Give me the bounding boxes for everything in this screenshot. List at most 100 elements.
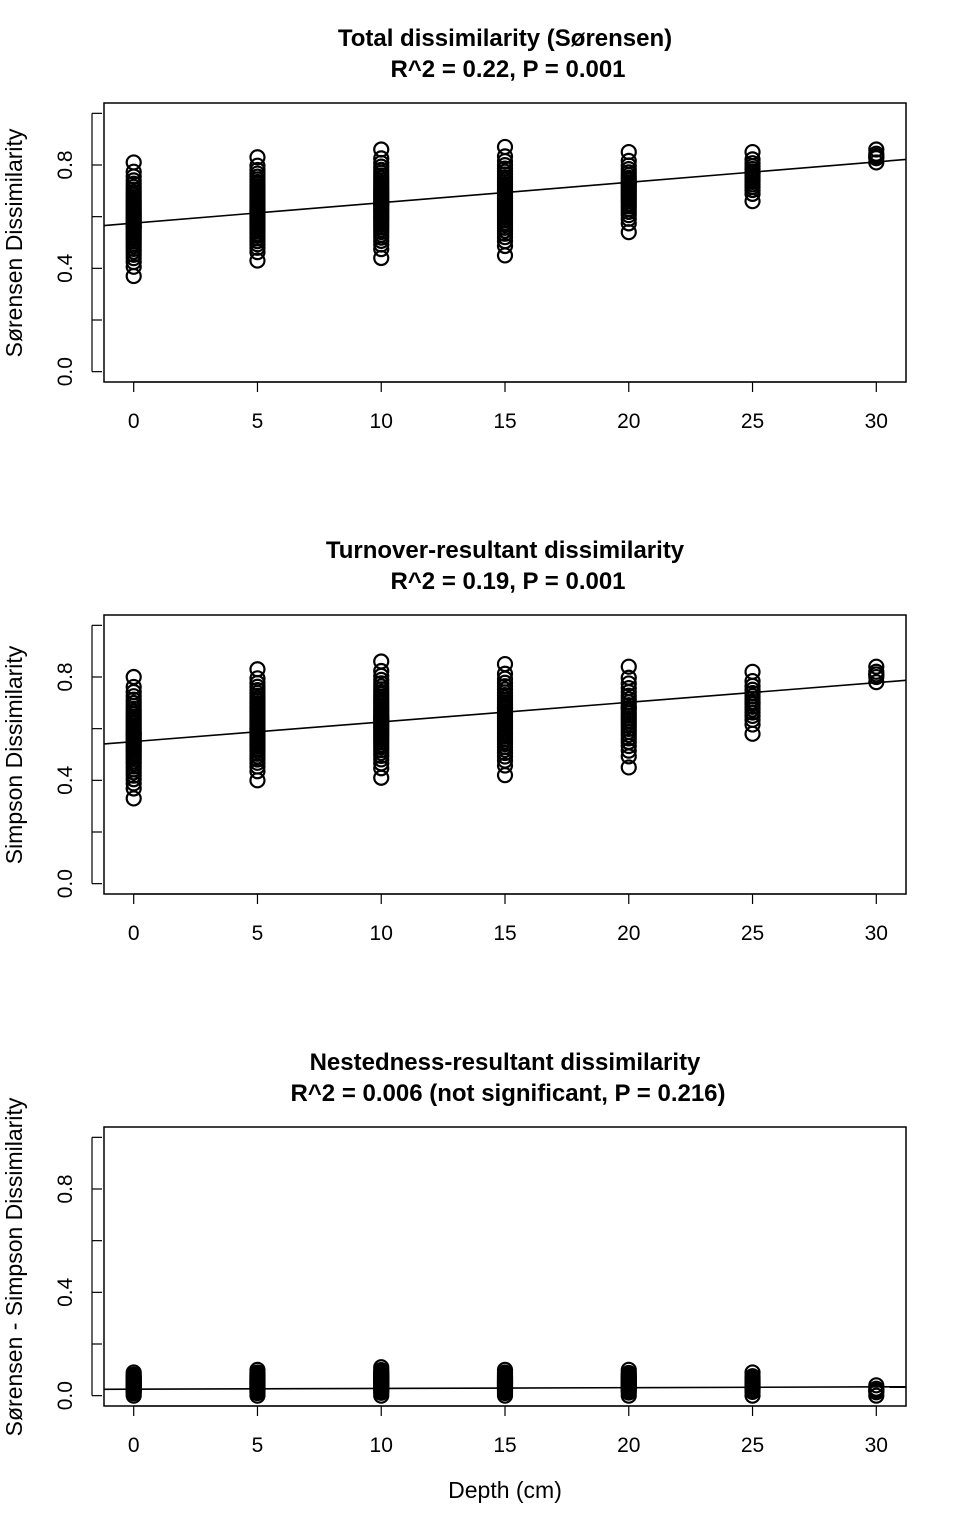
y-tick-label: 0.8 [54,150,77,179]
x-tick-label: 15 [493,410,516,433]
panel-3-plot-area: 0 5 10 15 20 25 30 0.0 0.4 0.8 [54,1126,907,1457]
y-tick-label: 0.0 [54,1381,77,1410]
data-point [868,141,885,158]
y-tick-label: 0.8 [54,1174,77,1203]
data-point [125,163,142,180]
data-point [868,1377,885,1394]
data-point [249,252,266,269]
x-tick-label: 10 [370,410,393,433]
data-point [868,666,885,683]
x-tick-label: 5 [252,410,264,433]
panel-2-ylabel: Simpson Dissimilarity [1,645,27,864]
data-point [496,148,514,165]
y-tick-label: 0.0 [54,869,77,898]
x-axis-label: Depth (cm) [448,1477,562,1503]
x-tick-label: 0 [128,1434,140,1457]
panel-2-title: Turnover-resultant dissimilarity [326,537,685,564]
data-layer [104,138,906,285]
x-tick-label: 30 [865,922,888,945]
y-tick-label: 0.4 [54,765,77,795]
data-point [125,668,142,686]
y-tick-label: 0.4 [54,1277,77,1307]
data-point [373,760,390,777]
data-point [496,138,514,156]
data-point [620,742,637,759]
x-tick-label: 30 [865,1434,888,1457]
data-point [373,662,390,680]
data-point [496,237,514,255]
y-tick-label: 0.0 [54,357,77,386]
data-point [496,665,514,682]
x-tick-label: 5 [252,922,264,945]
data-point [125,218,142,236]
data-point [620,699,637,717]
data-point [620,669,637,686]
data-point [620,675,637,692]
data-point [125,780,142,797]
panel-turnover-dissimilarity: Turnover-resultant dissimilarity R^2 = 0… [1,537,907,945]
data-point [868,149,885,166]
panel-3-subtitle: R^2 = 0.006 (not significant, P = 0.216) [290,1080,725,1107]
x-tick-label: 20 [617,1434,640,1457]
data-point [125,1364,142,1381]
panel-1-subtitle: R^2 = 0.22, P = 0.001 [390,56,625,83]
data-point [373,710,390,727]
data-point [249,203,266,220]
x-tick-label: 15 [493,1434,516,1457]
data-point [125,154,142,171]
data-layer [104,653,906,807]
panel-1-plot-area: 0 5 10 15 20 25 30 0.0 0.4 0.8 [54,102,907,433]
data-point [496,182,514,199]
panel-2-plot-area: 0 5 10 15 20 25 30 0.0 0.4 0.8 [54,614,907,945]
data-point [249,1379,266,1397]
data-point [249,157,266,174]
panel-3-title: Nestedness-resultant dissimilarity [310,1049,701,1076]
data-point [744,143,761,161]
x-tick-label: 10 [370,922,393,945]
fit-line [104,679,906,745]
data-point [249,720,266,737]
data-point [620,143,637,161]
x-tick-label: 15 [493,922,516,945]
data-point [249,161,266,179]
x-tick-label: 25 [741,922,764,945]
data-point [744,663,761,680]
data-point [249,1361,266,1378]
x-tick-label: 0 [128,410,140,433]
data-point [373,150,390,167]
data-point [620,658,637,675]
x-tick-label: 5 [252,1434,264,1457]
data-point [496,655,514,673]
data-point [744,672,761,690]
data-point [620,152,637,169]
data-point [868,1382,885,1399]
panel-total-dissimilarity: Total dissimilarity (Sørensen) R^2 = 0.2… [1,25,907,433]
data-point [496,1361,514,1378]
data-point [125,678,142,696]
data-point [249,149,266,166]
data-point [125,688,142,705]
data-point [496,757,514,774]
data-layer [104,1359,906,1404]
fit-line [104,1385,906,1391]
panel-nestedness-dissimilarity: Nestedness-resultant dissimilarity R^2 =… [1,1049,907,1457]
panel-1-title: Total dissimilarity (Sørensen) [338,25,672,52]
y-tick-label: 0.4 [54,253,77,283]
panel-3-ylabel: Sørensen - Simpson Dissimilarity [1,1097,27,1436]
panel-2-subtitle: R^2 = 0.19, P = 0.001 [390,568,625,595]
x-tick-label: 0 [128,922,140,945]
data-point [249,661,266,678]
data-point [744,1364,761,1381]
data-point [373,653,390,670]
data-point [373,1359,390,1376]
data-point [620,759,637,776]
fit-line [104,158,906,227]
data-point [620,679,637,697]
data-point [868,658,885,675]
data-point [125,1379,142,1397]
data-point [620,1361,637,1378]
data-point [249,670,266,687]
panel-1-ylabel: Sørensen Dissimilarity [1,128,27,357]
